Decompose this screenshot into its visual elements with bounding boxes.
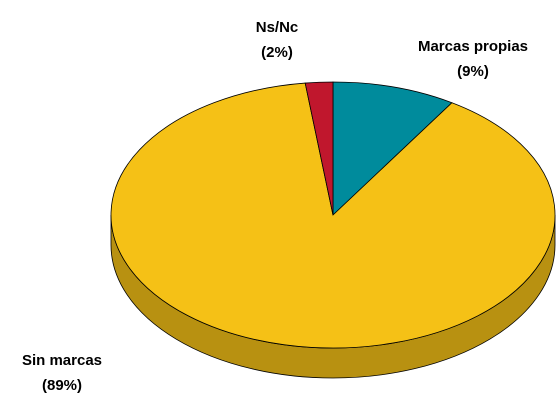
slice-label: Sin marcas xyxy=(22,352,102,369)
slice xyxy=(110,82,556,349)
slice xyxy=(332,81,453,216)
slice-value-label: (9%) xyxy=(457,63,489,80)
slice-label: Ns/Nc xyxy=(256,19,299,36)
slice xyxy=(304,81,334,216)
slice-value-label: (2%) xyxy=(261,44,293,61)
slice-label: Marcas propias xyxy=(418,38,528,55)
slice-value-label: (89%) xyxy=(42,377,82,394)
